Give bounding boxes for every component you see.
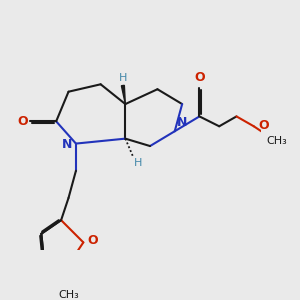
Text: CH₃: CH₃: [58, 290, 79, 300]
Text: O: O: [194, 71, 205, 84]
Text: N: N: [62, 138, 72, 151]
Text: O: O: [88, 234, 98, 247]
Text: O: O: [258, 118, 269, 132]
Polygon shape: [122, 85, 125, 104]
Text: N: N: [177, 116, 187, 129]
Text: O: O: [18, 115, 28, 128]
Text: H: H: [119, 73, 127, 82]
Text: CH₃: CH₃: [266, 136, 287, 146]
Text: H: H: [134, 158, 142, 168]
